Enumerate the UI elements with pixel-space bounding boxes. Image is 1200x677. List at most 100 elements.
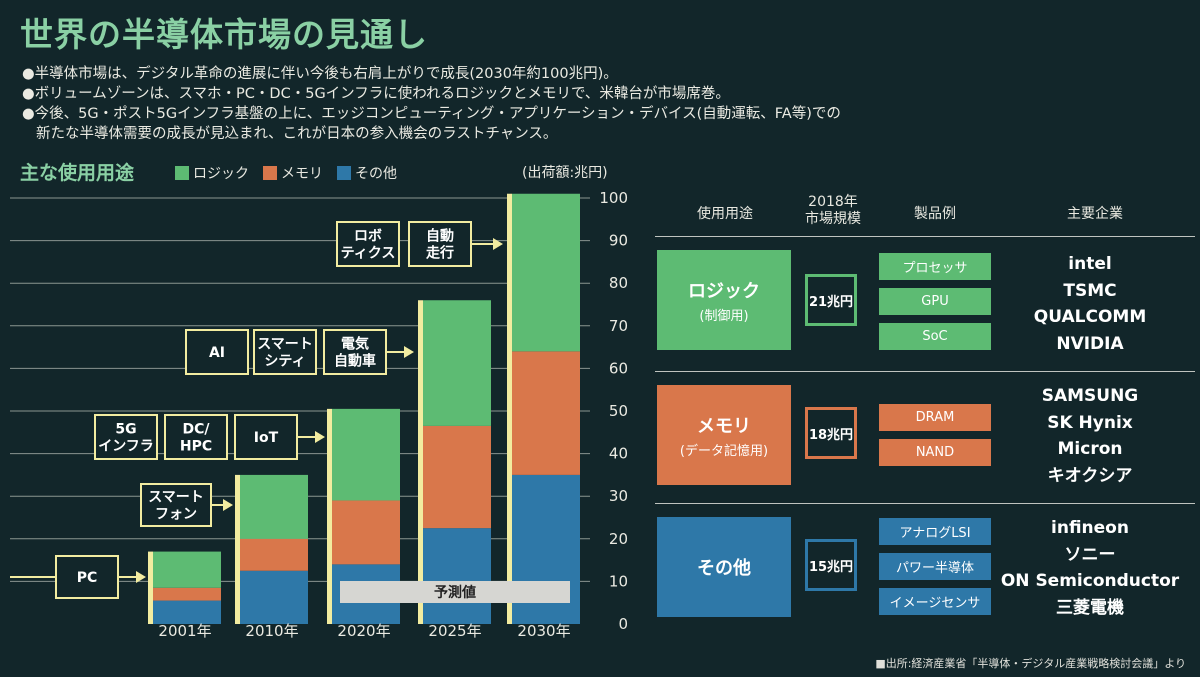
y-tick-label: 50 [609,402,628,420]
category-logic: ロジック (制御用) [657,250,791,350]
product-analog-lsi: アナログLSI [879,518,991,545]
chart-title: 主な使用用途 [20,162,135,184]
companies-other: infineon ソニー ON Semiconductor 三菱電機 [995,515,1185,621]
annotation-box [323,329,387,375]
y-tick-label: 60 [609,359,628,377]
annotation-label: IoT [254,430,279,446]
x-tick-label: 2030年 [517,622,570,640]
company: SK Hynix [1047,412,1133,433]
bullet-1: ●半導体市場は、デジタル革命の進展に伴い今後も右肩上がりで成長(2030年約10… [22,66,618,82]
company: ON Semiconductor [1000,571,1180,591]
annotation-box [164,414,228,460]
header-products: 製品例 [914,206,956,222]
forecast-box [340,581,570,603]
bar-segment [332,408,400,501]
chart-legend: ロジック メモリ その他 [175,163,397,183]
y-tick-label: 70 [609,317,628,335]
company: SAMSUNG [1041,386,1139,406]
chart-unit-label: (出荷額:兆円) [522,165,608,181]
category-memory: メモリ (データ記憶用) [657,385,791,485]
annotation-label: シティ [264,354,305,370]
bar-segment [512,351,580,475]
company: 三菱電機 [1056,597,1124,618]
legend-swatch-memory [263,166,277,180]
product-soc: SoC [879,323,991,350]
market-size-memory: 18兆円 [805,407,857,459]
y-tick-label: 100 [599,189,628,207]
product-nand: NAND [879,439,991,466]
annotation-arrowhead [136,571,146,583]
annotation-label: HPC [180,439,212,455]
table-divider [655,236,1195,237]
legend-label-other: その他 [355,166,397,182]
annotation-label: 電気 [341,336,369,353]
bar-segment [512,193,580,352]
company: キオクシア [1047,465,1133,486]
bar-segment [423,528,491,624]
product-power-semiconductor: パワー半導体 [879,553,991,580]
header-companies: 主要企業 [1067,206,1123,222]
bar-segment [153,600,221,624]
category-logic-label: ロジック [688,280,760,302]
company: TSMC [1063,280,1117,301]
annotation-label: 走行 [426,245,454,262]
legend-swatch-logic [175,166,189,180]
table-divider [655,503,1195,504]
company: ソニー [1064,544,1116,565]
bar-segment [240,474,308,539]
source-note: ■出所:経済産業省「半導体・デジタル産業戦略検討会議」より [875,657,1186,670]
category-other: その他 [657,517,791,617]
annotation-label: 5G [115,422,136,438]
bar-segment [153,551,221,588]
bullet-3-continued: 新たな半導体需要の成長が見込まれ、これが日本の参入機会のラストチャンス。 [36,126,558,142]
x-tick-label: 2001年 [158,622,211,640]
bar-segment [153,587,221,601]
annotation-box [336,221,400,267]
page-title: 世界の半導体市場の見通し [20,15,428,54]
company: NVIDIA [1056,333,1124,354]
category-memory-label: メモリ [697,415,751,437]
annotation-label: スマート [148,490,204,506]
annotation-box [234,414,298,460]
annotation-box [253,329,317,375]
legend-label-memory: メモリ [281,166,323,182]
legend-swatch-other [337,166,351,180]
annotation-label: 自動 [426,228,454,245]
annotation-label: ロボ [354,229,382,245]
annotation-label: インフラ [98,439,154,455]
annotation-arrowhead [493,238,503,250]
x-tick-label: 2020年 [337,622,390,640]
annotation-label: ティクス [341,246,396,262]
legend-label-logic: ロジック [193,166,249,182]
annotation-label: フォン [155,507,197,523]
market-size-other: 15兆円 [805,539,857,591]
product-image-sensor: イメージセンサ [879,588,991,615]
x-tick-label: 2025年 [428,622,481,640]
legend-item-logic: ロジック [175,163,249,183]
bar-divider-strip [418,300,423,624]
annotation-box [185,329,249,375]
y-tick-label: 30 [609,487,628,505]
bar-divider-strip [507,193,512,625]
x-tick-label: 2010年 [245,622,298,640]
bar-segment [240,538,308,571]
annotation-arrowhead [315,431,325,443]
bar-segment [240,570,308,624]
stacked-bar-chart: 0 10 20 30 40 50 60 70 80 90 100 2001年 2010年 2020年 202… [10,189,628,640]
legend-item-other: その他 [337,163,397,183]
company: Micron [1057,439,1123,459]
companies-memory: SAMSUNG SK Hynix Micron キオクシア [995,383,1185,489]
annotation-arrowhead [404,346,414,358]
y-tick-label: 90 [609,232,628,250]
annotation-box [408,221,472,267]
category-other-label: その他 [697,558,751,579]
summary-bullets: ●半導体市場は、デジタル革命の進展に伴い今後も右肩上がりで成長(2030年約10… [22,64,841,144]
bar-divider-strip [327,408,332,624]
y-tick-label: 80 [609,274,628,292]
bar-segment [423,300,491,426]
bar-segment [423,425,491,529]
category-logic-sub: (制御用) [699,308,749,324]
bullet-2: ●ボリュームゾーンは、スマホ・PC・DC・5Gインフラに使われるロジックとメモリ… [22,86,730,102]
annotation-arrowhead [223,499,233,511]
annotation-box [94,414,158,460]
